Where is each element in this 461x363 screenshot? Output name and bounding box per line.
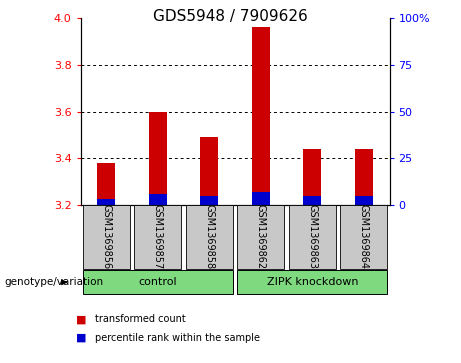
Bar [201, 137, 219, 205]
Text: genotype/variation: genotype/variation [5, 277, 104, 287]
Text: percentile rank within the sample: percentile rank within the sample [95, 333, 260, 343]
Text: GSM1369862: GSM1369862 [256, 204, 266, 269]
Text: transformed count: transformed count [95, 314, 185, 325]
Bar [303, 196, 321, 205]
Text: GSM1369858: GSM1369858 [204, 204, 214, 269]
Text: GSM1369863: GSM1369863 [307, 204, 317, 269]
Bar [237, 270, 387, 294]
Bar [252, 28, 270, 205]
Bar [303, 149, 321, 205]
Text: ■: ■ [76, 314, 87, 325]
Text: control: control [139, 277, 177, 287]
Bar [355, 196, 373, 205]
Bar [83, 270, 233, 294]
Text: ZIPK knockdown: ZIPK knockdown [266, 277, 358, 287]
Text: GSM1369856: GSM1369856 [101, 204, 112, 269]
Text: ■: ■ [76, 333, 87, 343]
Bar [135, 205, 181, 269]
Bar [252, 192, 270, 205]
Bar [201, 196, 219, 205]
Text: GDS5948 / 7909626: GDS5948 / 7909626 [153, 9, 308, 24]
Bar [83, 205, 130, 269]
Bar [97, 199, 115, 205]
Bar [340, 205, 387, 269]
Bar [237, 205, 284, 269]
Text: GSM1369864: GSM1369864 [359, 204, 369, 269]
Bar [186, 205, 233, 269]
Text: GSM1369857: GSM1369857 [153, 204, 163, 269]
Bar [97, 163, 115, 205]
Bar [289, 205, 336, 269]
Bar [355, 149, 373, 205]
Bar [149, 194, 167, 205]
Bar [149, 111, 167, 205]
